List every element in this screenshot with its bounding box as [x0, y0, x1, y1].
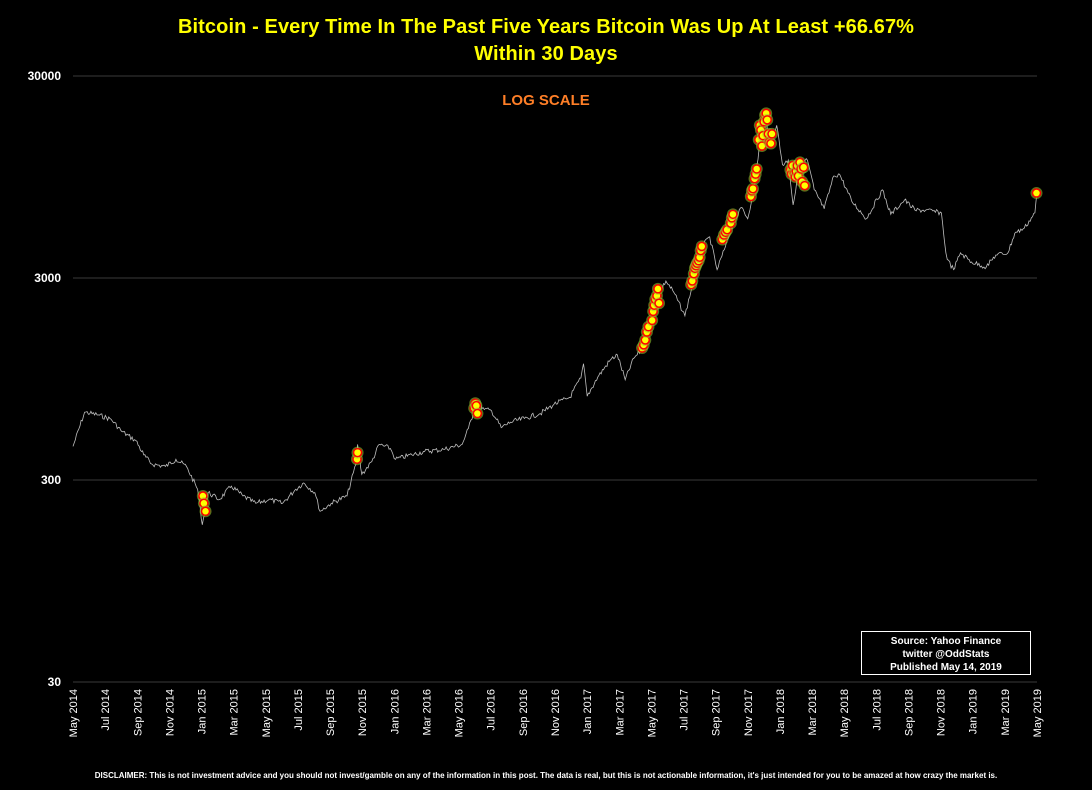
- x-tick-label: Jul 2014: [100, 689, 112, 731]
- x-tick-label: Jul 2015: [293, 689, 305, 731]
- x-tick-label: Nov 2015: [357, 689, 369, 736]
- x-tick-label: Sep 2015: [325, 689, 337, 736]
- x-tick-label: May 2017: [646, 689, 658, 737]
- chart-subtitle: Within 30 Days: [474, 43, 618, 65]
- x-tick-label: Jan 2015: [197, 689, 209, 734]
- y-tick-label: 30000: [28, 69, 62, 83]
- x-tick-label: May 2016: [454, 689, 466, 737]
- highlight-point: [798, 179, 811, 192]
- highlight-point: [653, 297, 666, 310]
- x-tick-label: Sep 2017: [711, 689, 723, 736]
- highlight-point: [797, 161, 810, 174]
- highlight-points: [196, 107, 1043, 518]
- highlight-point: [750, 162, 763, 175]
- y-tick-label: 3000: [34, 271, 61, 285]
- x-tick-label: Nov 2014: [164, 689, 176, 736]
- highlight-point: [764, 137, 777, 150]
- x-tick-label: Nov 2018: [936, 689, 948, 736]
- highlight-point: [199, 505, 212, 518]
- x-tick-label: May 2015: [261, 689, 273, 737]
- source-line: Source: Yahoo Finance: [890, 636, 1002, 647]
- highlight-point: [651, 282, 664, 295]
- y-axis-ticks: 30000 3000 300 30: [28, 69, 62, 689]
- x-tick-label: Jul 2017: [679, 689, 691, 731]
- x-tick-label: Sep 2016: [518, 689, 530, 736]
- x-tick-label: Mar 2016: [421, 689, 433, 735]
- highlight-point: [695, 240, 708, 253]
- x-tick-label: Nov 2016: [550, 689, 562, 736]
- highlight-point: [761, 113, 774, 126]
- x-tick-label: May 2014: [68, 689, 80, 737]
- x-tick-label: Jan 2016: [389, 689, 401, 734]
- source-box: Source: Yahoo Finance twitter @OddStats …: [861, 631, 1031, 675]
- x-tick-label: Mar 2019: [1000, 689, 1012, 735]
- x-tick-label: May 2019: [1032, 689, 1044, 737]
- highlight-point: [471, 407, 484, 420]
- disclaimer-text: DISCLAIMER: This is not investment advic…: [94, 771, 998, 780]
- x-tick-label: Sep 2018: [903, 689, 915, 736]
- x-tick-label: Jan 2018: [775, 689, 787, 734]
- x-axis-ticks: May 2014 Jul 2014 Sep 2014 Nov 2014 Jan 2015…: [68, 689, 1044, 737]
- x-tick-label: Jan 2019: [968, 689, 980, 734]
- x-tick-label: Mar 2018: [807, 689, 819, 735]
- x-tick-label: May 2018: [839, 689, 851, 737]
- x-tick-label: Jul 2016: [486, 689, 498, 731]
- x-tick-label: Jul 2018: [871, 689, 883, 731]
- published-line: Published May 14, 2019: [890, 662, 1002, 673]
- grid-layer: [73, 75, 1037, 683]
- x-tick-label: Nov 2017: [743, 689, 755, 736]
- x-tick-label: Mar 2017: [614, 689, 626, 735]
- chart-title: Bitcoin - Every Time In The Past Five Ye…: [177, 16, 915, 38]
- highlight-point: [1030, 187, 1043, 200]
- y-tick-label: 300: [41, 473, 61, 487]
- y-tick-label: 30: [48, 675, 62, 689]
- x-tick-label: Jan 2017: [582, 689, 594, 734]
- price-chart: LOG SCALE 30000 3000 300 30 May 2014 Jul 201…: [28, 69, 1044, 737]
- price-line-layer: [72, 114, 1038, 525]
- price-line: [72, 114, 1038, 525]
- x-tick-label: Sep 2014: [132, 689, 144, 736]
- highlight-point: [351, 446, 364, 459]
- highlight-point: [726, 208, 739, 221]
- x-tick-label: Mar 2015: [229, 689, 241, 735]
- log-scale-annotation: LOG SCALE: [502, 92, 590, 109]
- twitter-line: twitter @OddStats: [902, 649, 990, 660]
- highlight-point: [765, 127, 778, 140]
- highlight-point: [746, 182, 759, 195]
